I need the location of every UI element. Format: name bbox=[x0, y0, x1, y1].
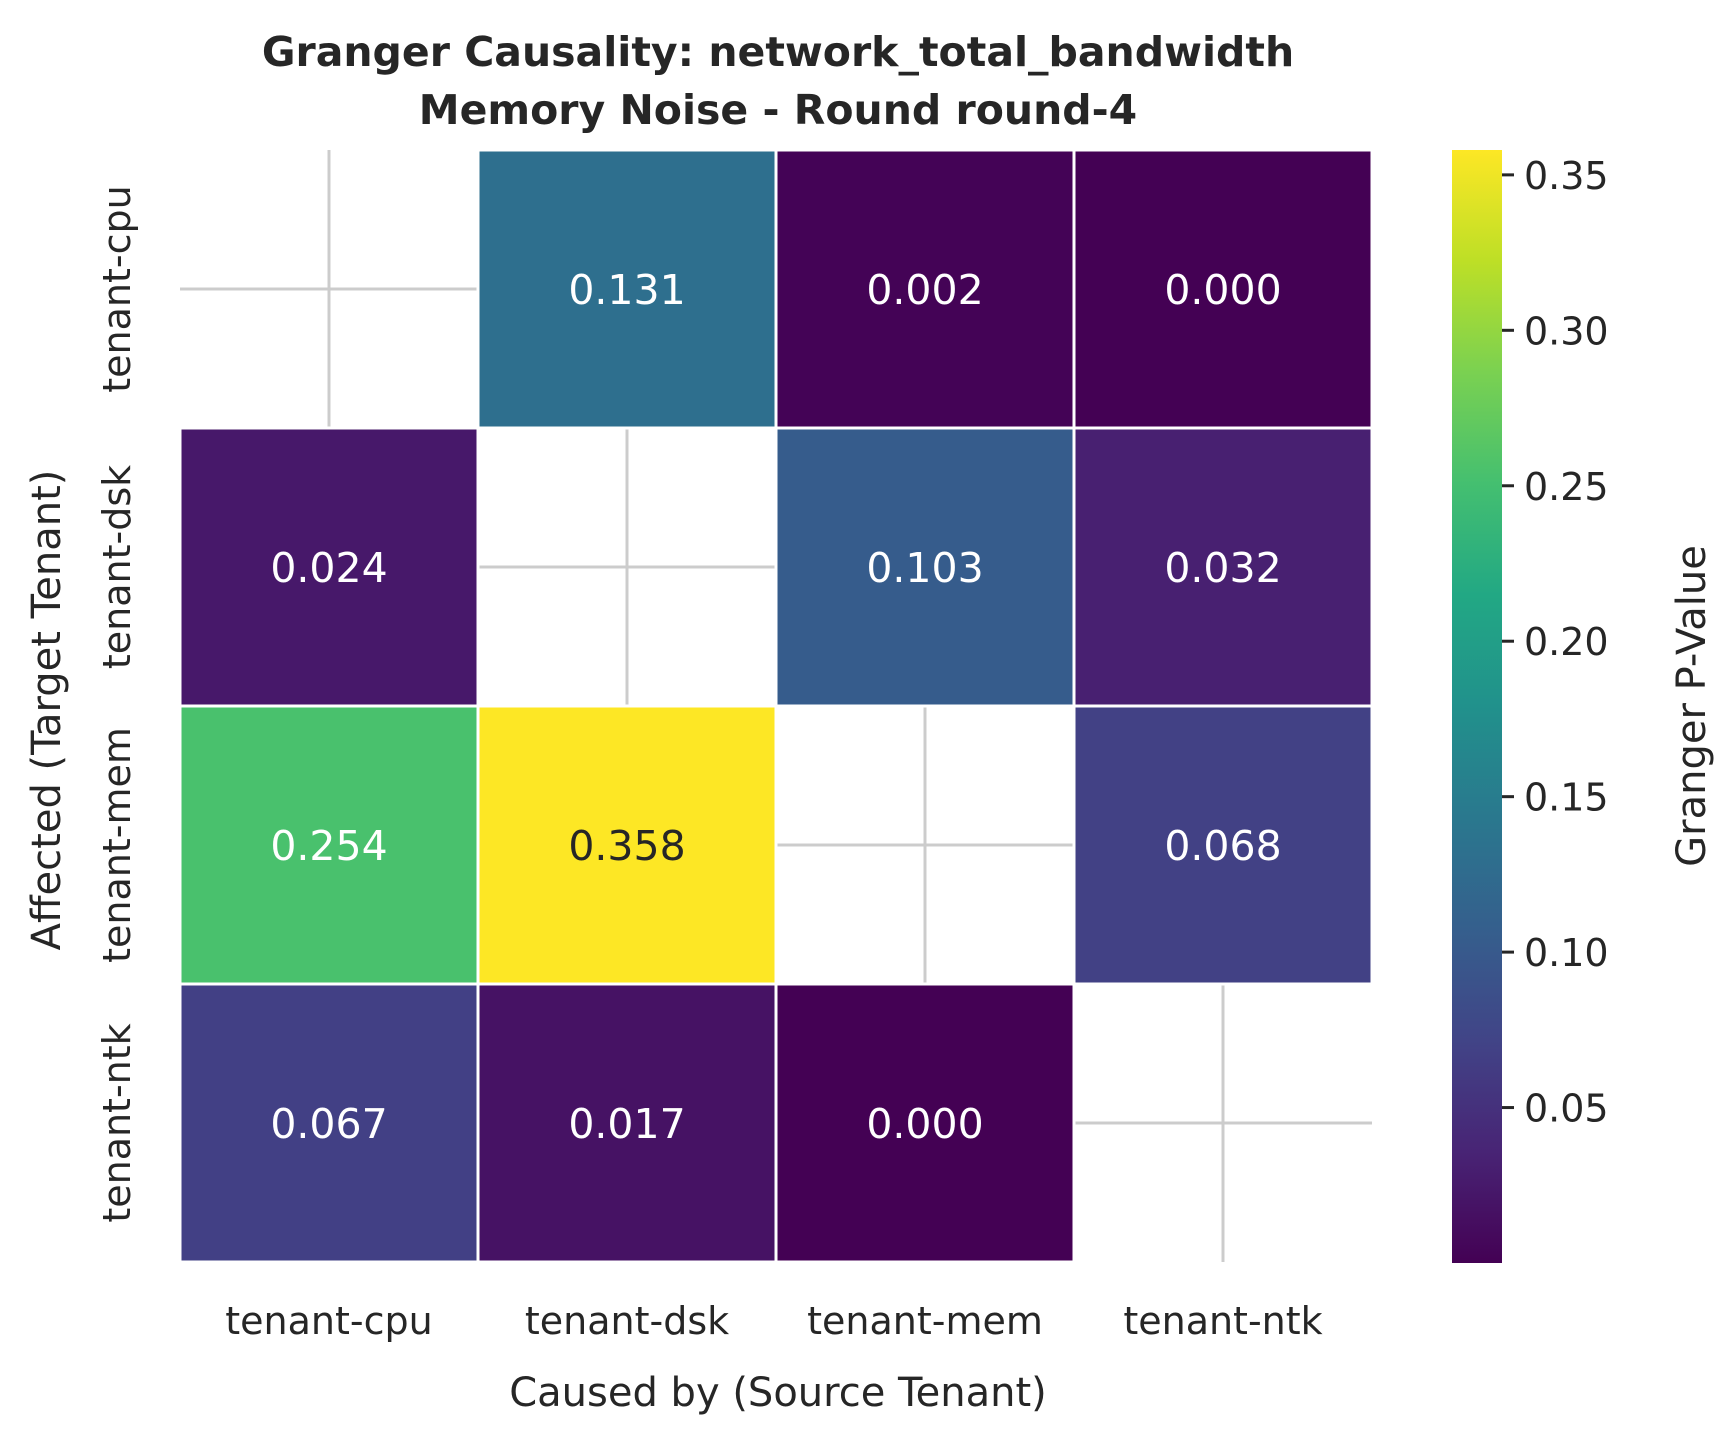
colorbar-tick-label: 0.05 bbox=[1524, 1087, 1609, 1131]
x-tick-label: tenant-dsk bbox=[525, 1299, 729, 1343]
heatmap-cell bbox=[178, 704, 480, 986]
heatmap-cell-labels: 0.131 0.002 0.000 0.024 0.103 0.032 0.254 0.358… bbox=[270, 266, 1281, 1148]
heatmap-cell bbox=[476, 982, 778, 1264]
x-tick-labels: tenant-cpu tenant-dsk tenant-mem tenant-ntk bbox=[225, 1299, 1322, 1343]
colorbar-tick-label: 0.30 bbox=[1524, 309, 1609, 353]
cell-value-label: 0.002 bbox=[866, 266, 983, 314]
x-axis-label: Caused by (Source Tenant) bbox=[509, 1370, 1047, 1416]
cell-value-label: 0.017 bbox=[568, 1100, 685, 1148]
y-tick-label: tenant-ntk bbox=[95, 1023, 139, 1222]
cell-value-label: 0.358 bbox=[568, 822, 685, 870]
cell-value-label: 0.024 bbox=[270, 544, 387, 592]
colorbar-tick-label: 0.35 bbox=[1524, 154, 1609, 198]
chart-title-line2: Memory Noise - Round round-4 bbox=[419, 86, 1137, 134]
colorbar-tick-label: 0.15 bbox=[1524, 776, 1609, 820]
heatmap-cell bbox=[1072, 426, 1374, 708]
heatmap-cell bbox=[774, 148, 1076, 430]
colorbar-ticks: 0.05 0.10 0.15 0.20 0.25 0.30 0.35 bbox=[1502, 154, 1609, 1131]
cell-value-label: 0.103 bbox=[866, 544, 983, 592]
y-tick-label: tenant-dsk bbox=[95, 465, 139, 669]
y-tick-labels: tenant-cpu tenant-dsk tenant-mem tenant-ntk bbox=[95, 185, 139, 1222]
x-tick-label: tenant-cpu bbox=[225, 1299, 432, 1343]
x-tick-label: tenant-ntk bbox=[1123, 1299, 1322, 1343]
heatmap-cell bbox=[774, 982, 1076, 1264]
heatmap-cell bbox=[1072, 704, 1374, 986]
colorbar-tick-label: 0.25 bbox=[1524, 465, 1609, 509]
cell-value-label: 0.032 bbox=[1164, 544, 1281, 592]
colorbar-tick-label: 0.20 bbox=[1524, 620, 1609, 664]
heatmap-cell bbox=[476, 704, 778, 986]
heatmap-cell bbox=[1072, 148, 1374, 430]
cell-value-label: 0.000 bbox=[866, 1100, 983, 1148]
heatmap-cell bbox=[178, 426, 480, 708]
y-tick-label: tenant-mem bbox=[95, 727, 139, 963]
x-tick-label: tenant-mem bbox=[807, 1299, 1043, 1343]
heatmap-cell bbox=[476, 148, 778, 430]
y-tick-label: tenant-cpu bbox=[95, 185, 139, 392]
colorbar-label: Granger P-Value bbox=[1669, 545, 1715, 867]
cell-value-label: 0.000 bbox=[1164, 266, 1281, 314]
cell-value-label: 0.068 bbox=[1164, 822, 1281, 870]
cell-value-label: 0.067 bbox=[270, 1100, 387, 1148]
colorbar bbox=[1452, 150, 1502, 1263]
cell-value-label: 0.254 bbox=[270, 822, 387, 870]
chart-title-line1: Granger Causality: network_total_bandwid… bbox=[262, 28, 1294, 76]
heatmap-cells bbox=[178, 148, 1374, 1264]
y-axis-label: Affected (Target Tenant) bbox=[24, 470, 70, 951]
cell-value-label: 0.131 bbox=[568, 266, 685, 314]
colorbar-tick-label: 0.10 bbox=[1524, 931, 1609, 975]
